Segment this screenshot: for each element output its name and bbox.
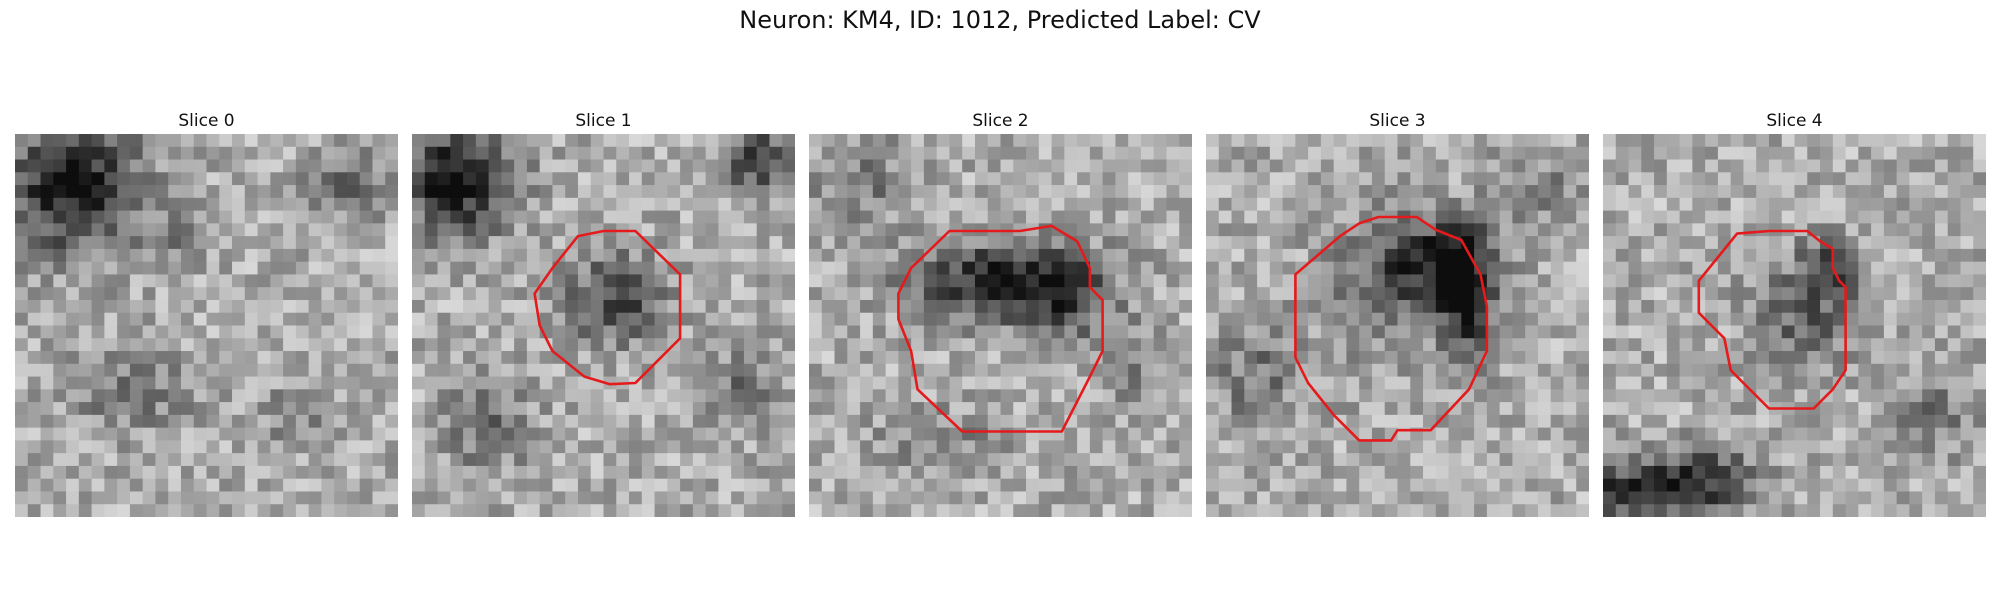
- slice-image: [1603, 134, 1986, 517]
- slice-title: Slice 0: [178, 111, 235, 131]
- slice-panel-0: Slice 0: [15, 108, 398, 517]
- slice-panel-4: Slice 4: [1603, 108, 1986, 517]
- slice-title: Slice 1: [575, 111, 632, 131]
- slice-title: Slice 3: [1369, 111, 1426, 131]
- slice-title: Slice 4: [1766, 111, 1823, 131]
- figure-title: Neuron: KM4, ID: 1012, Predicted Label: …: [739, 6, 1261, 34]
- segmentation-contour: [1294, 215, 1489, 442]
- segmentation-contour: [897, 224, 1104, 433]
- slice-panel-2: Slice 2: [809, 108, 1192, 517]
- slice-image: [412, 134, 795, 517]
- segmentation-contour: [533, 229, 682, 386]
- slice-image: [1206, 134, 1589, 517]
- segmentation-contour: [1697, 229, 1847, 410]
- slice-title: Slice 2: [972, 111, 1029, 131]
- slice-image: [15, 134, 398, 517]
- slice-panel-3: Slice 3: [1206, 108, 1589, 517]
- slice-image: [809, 134, 1192, 517]
- slice-panel-1: Slice 1: [412, 108, 795, 517]
